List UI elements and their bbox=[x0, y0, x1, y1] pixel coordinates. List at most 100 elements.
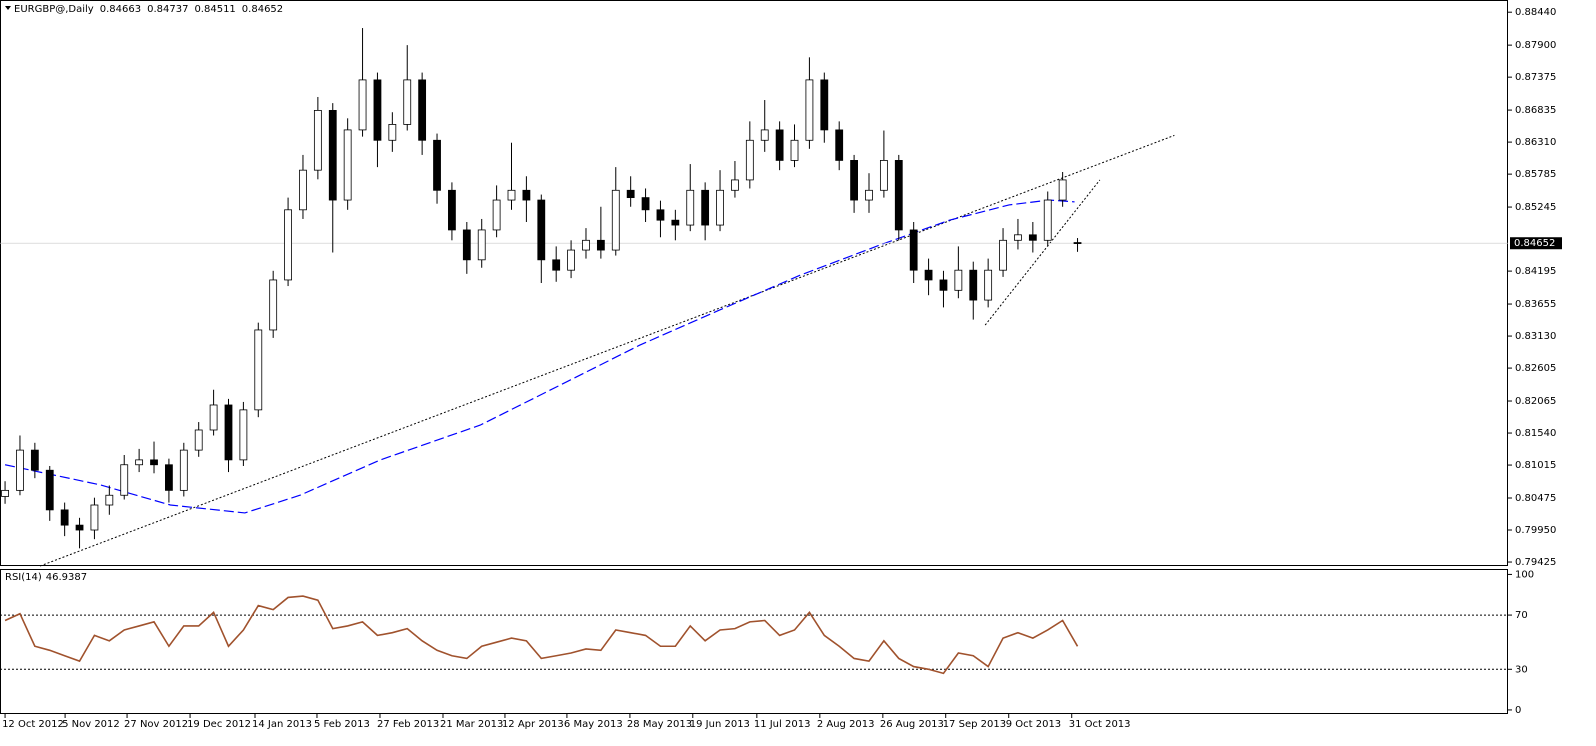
candle-body bbox=[999, 239, 1007, 271]
candle-body bbox=[984, 269, 993, 301]
candle-body bbox=[150, 459, 158, 466]
candle-body bbox=[745, 139, 754, 181]
symbol-title: EURGBP@,Daily bbox=[14, 4, 94, 15]
x-tick-label: 5 Feb 2013 bbox=[314, 719, 370, 730]
y-tick-label: 0.82065 bbox=[1515, 396, 1556, 407]
candle-body bbox=[269, 279, 278, 331]
candle-body bbox=[90, 504, 99, 531]
rsi-value: 46.9387 bbox=[46, 572, 87, 583]
candle-body bbox=[75, 524, 84, 531]
y-tick-label: 0.84195 bbox=[1515, 266, 1556, 277]
candle-body bbox=[194, 429, 203, 451]
candle-body bbox=[671, 219, 680, 226]
y-tick-label: 0.85245 bbox=[1515, 202, 1556, 213]
header-value: 0.84663 bbox=[100, 4, 141, 15]
candle-body bbox=[239, 409, 248, 461]
candle-body bbox=[358, 79, 367, 131]
y-tick-label: 0.82605 bbox=[1515, 363, 1556, 374]
y-tick-label: 0.86310 bbox=[1515, 137, 1556, 148]
x-tick-label: 27 Nov 2012 bbox=[124, 719, 188, 730]
candle-body bbox=[611, 189, 620, 251]
moving-average bbox=[4, 199, 1075, 514]
x-tick-label: 21 Mar 2013 bbox=[440, 719, 503, 730]
x-tick-label: 6 May 2013 bbox=[564, 719, 623, 730]
x-tick-label: 19 Dec 2012 bbox=[187, 719, 251, 730]
x-tick-label: 12 Oct 2012 bbox=[2, 719, 64, 730]
candle-body bbox=[462, 229, 471, 261]
x-tick-label: 11 Jul 2013 bbox=[754, 719, 811, 730]
y-tick-label: 0.79950 bbox=[1515, 525, 1556, 536]
y-tick-label: 0.83655 bbox=[1515, 299, 1556, 310]
candle-body bbox=[135, 459, 144, 466]
rsi-title: RSI(14) 46.9387 bbox=[5, 572, 87, 583]
candle-body bbox=[537, 199, 546, 261]
candle-body bbox=[805, 79, 814, 141]
candle-body bbox=[254, 329, 263, 411]
main-pane bbox=[0, 0, 1508, 566]
x-tick-label: 2 Aug 2013 bbox=[817, 719, 875, 730]
y-tick-label: 0.80475 bbox=[1515, 493, 1556, 504]
candle-body bbox=[448, 189, 456, 231]
candle-body bbox=[403, 79, 412, 125]
candle-body bbox=[120, 464, 129, 496]
y-tick-label: 0.87900 bbox=[1515, 40, 1556, 51]
candle-body bbox=[939, 279, 948, 291]
candle-body bbox=[1014, 234, 1022, 241]
current-price-label: 0.84652 bbox=[1514, 238, 1555, 249]
candle-body bbox=[924, 269, 933, 281]
header-value: 0.84737 bbox=[147, 4, 188, 15]
menu-arrow[interactable] bbox=[5, 6, 11, 10]
y-tick-label: 30 bbox=[1515, 664, 1528, 675]
candle-body bbox=[582, 239, 590, 251]
candle-body bbox=[313, 109, 322, 171]
x-tick-label: 27 Feb 2013 bbox=[377, 719, 439, 730]
y-tick-label: 100 bbox=[1515, 569, 1534, 580]
candle-body bbox=[45, 469, 54, 511]
candle-body bbox=[343, 129, 352, 201]
candle-body bbox=[1073, 242, 1082, 244]
candle-body bbox=[284, 209, 292, 281]
header-value: 0.84652 bbox=[242, 4, 283, 15]
y-tick-label: 0.88440 bbox=[1515, 7, 1556, 18]
candle-body bbox=[209, 404, 218, 431]
candle-body bbox=[686, 189, 695, 226]
x-tick-label: 19 Jun 2013 bbox=[690, 719, 750, 730]
candle-body bbox=[656, 209, 665, 221]
x-tick-label: 17 Sep 2013 bbox=[943, 719, 1006, 730]
candle-body bbox=[835, 129, 844, 161]
candle-body bbox=[30, 449, 39, 471]
candle-body bbox=[105, 494, 114, 506]
candle-body bbox=[328, 109, 337, 201]
candle-body bbox=[626, 189, 635, 199]
candle-body bbox=[909, 229, 918, 271]
candle-body bbox=[477, 229, 486, 261]
candle-body bbox=[850, 160, 858, 201]
y-tick-label: 70 bbox=[1515, 610, 1528, 621]
trendline bbox=[984, 179, 1101, 326]
candle-body bbox=[775, 129, 784, 161]
candle-body bbox=[790, 139, 799, 161]
candle-body bbox=[716, 189, 724, 226]
candle-body bbox=[1, 489, 9, 497]
candle-body bbox=[954, 269, 963, 291]
y-tick-label: 0.83130 bbox=[1515, 331, 1556, 342]
y-tick-label: 0 bbox=[1515, 705, 1521, 716]
candle-body bbox=[552, 259, 561, 271]
candle-body bbox=[165, 464, 173, 491]
header-value: 0.84511 bbox=[194, 4, 235, 15]
x-tick-label: 12 Apr 2013 bbox=[502, 719, 564, 730]
x-tick-label: 9 Oct 2013 bbox=[1006, 719, 1061, 730]
current-price-box bbox=[1510, 237, 1562, 250]
y-tick-label: 0.86835 bbox=[1515, 105, 1556, 116]
candle-body bbox=[418, 79, 427, 141]
rsi-pane bbox=[0, 569, 1508, 714]
y-tick-label: 0.81540 bbox=[1515, 428, 1556, 439]
candle-body bbox=[596, 239, 605, 251]
candle-body bbox=[388, 124, 397, 141]
candle-body bbox=[373, 79, 382, 141]
candle-body bbox=[224, 404, 233, 461]
candle-body bbox=[507, 189, 516, 201]
